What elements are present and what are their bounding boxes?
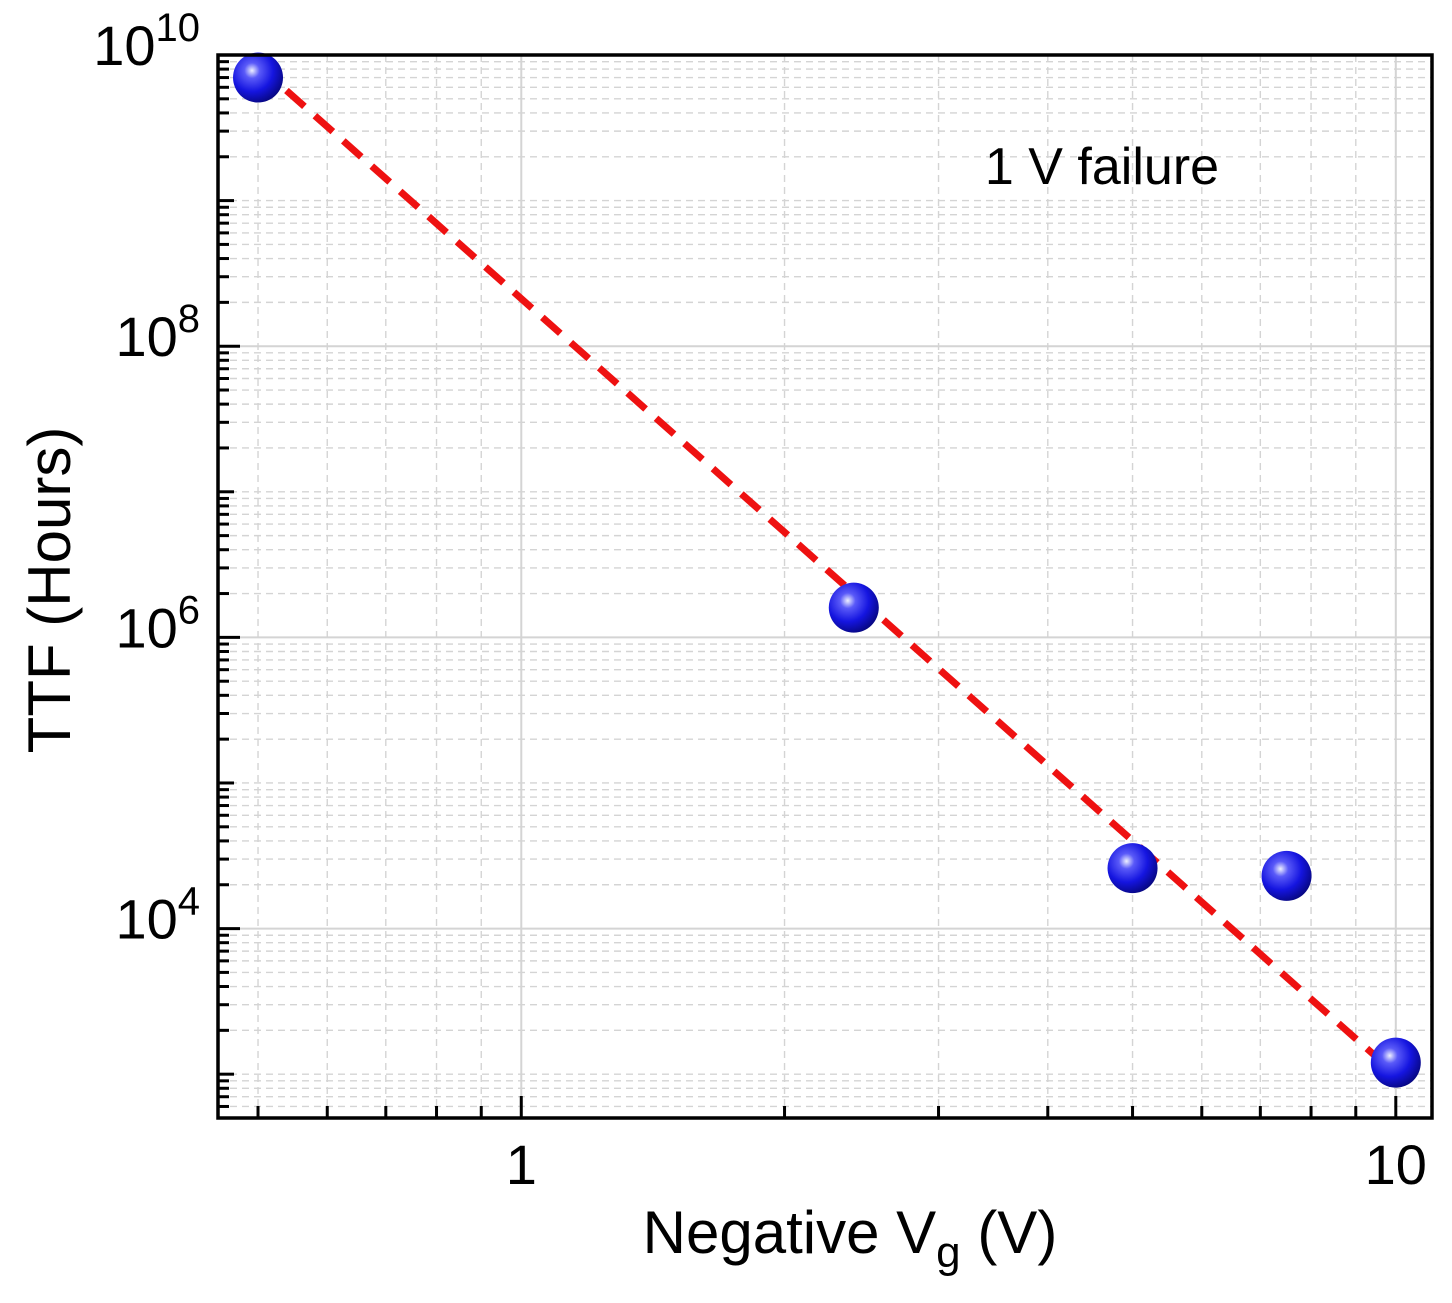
y-tick-label-exponent: 4: [178, 880, 200, 924]
axis-ticks: [218, 53, 1398, 1120]
fit-line: [255, 62, 1399, 1077]
x-axis-label: Negative Vg (V): [643, 1199, 1058, 1277]
data-point: [1261, 850, 1312, 901]
data-point: [233, 52, 284, 103]
data-point: [1107, 843, 1158, 894]
y-tick-label: 108: [115, 297, 200, 368]
y-tick-label-exponent: 10: [156, 6, 201, 50]
y-tick-label: 106: [115, 588, 200, 659]
y-tick-label: 1010: [93, 6, 200, 77]
grid: [218, 54, 1432, 1119]
y-tick-label-base: 10: [93, 14, 155, 77]
y-axis-label: TTF (Hours): [16, 427, 83, 754]
y-tick-label-exponent: 6: [178, 588, 200, 632]
y-tick-label-base: 10: [115, 888, 177, 951]
annotation-text: 1 V failure: [985, 138, 1219, 196]
data-point: [1370, 1037, 1421, 1088]
y-tick-label: 104: [115, 880, 200, 951]
plot-frame: [216, 53, 1434, 1120]
x-axis-label-unit: (V): [961, 1199, 1058, 1266]
data-points: [233, 52, 1421, 1088]
fit-layer: [255, 62, 1399, 1077]
x-tick-label: 10: [1365, 1133, 1427, 1196]
data-point: [828, 582, 879, 633]
y-tick-label-base: 10: [115, 305, 177, 368]
y-tick-label-exponent: 8: [178, 297, 200, 341]
x-axis-label-main: Negative V: [643, 1199, 937, 1266]
x-tick-label: 1: [506, 1133, 537, 1196]
x-axis-label-subscript: g: [936, 1228, 960, 1277]
y-tick-label-base: 10: [115, 596, 177, 659]
